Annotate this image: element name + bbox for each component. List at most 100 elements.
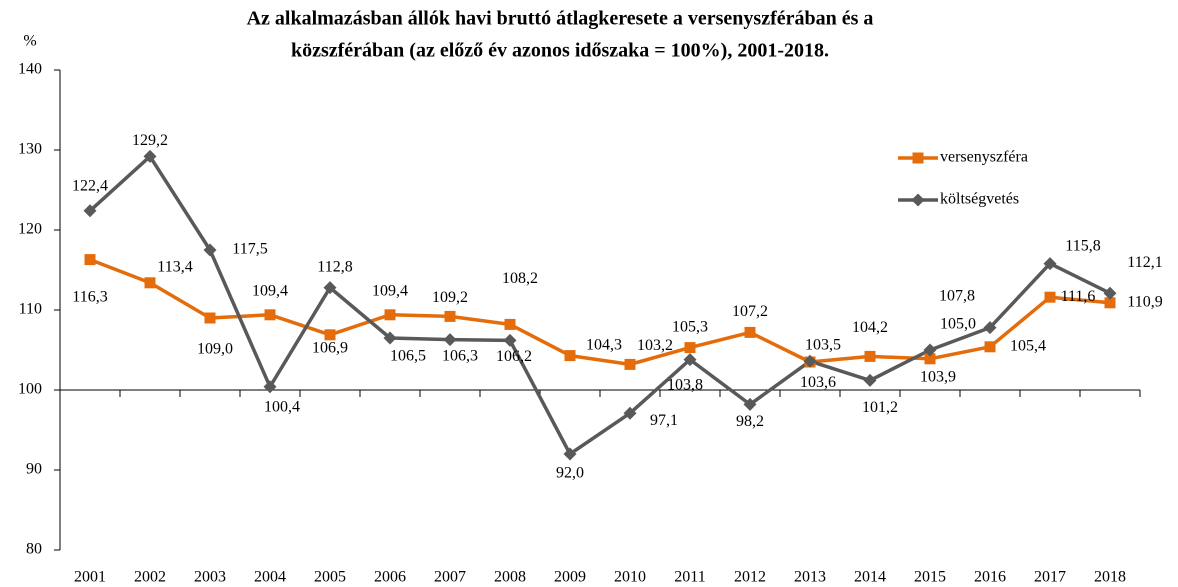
x-tick-label: 2006 — [374, 569, 406, 586]
x-tick-label: 2015 — [914, 569, 946, 586]
marker — [564, 350, 576, 362]
data-label: 109,2 — [432, 289, 468, 306]
data-label: 97,1 — [650, 412, 678, 429]
data-label: 122,4 — [72, 177, 108, 194]
x-tick-label: 2009 — [554, 569, 586, 586]
marker — [803, 354, 817, 368]
x-tick-label: 2001 — [74, 569, 106, 586]
x-tick-label: 2012 — [734, 569, 766, 586]
marker — [1044, 291, 1056, 303]
data-label: 106,5 — [390, 348, 426, 365]
marker — [984, 341, 996, 353]
x-tick-label: 2004 — [254, 569, 286, 586]
data-label: 117,5 — [232, 241, 267, 258]
marker — [203, 243, 217, 257]
marker — [863, 373, 877, 387]
x-tick-label: 2016 — [974, 569, 1006, 586]
x-tick-label: 2013 — [794, 569, 826, 586]
y-tick-label: 90 — [26, 461, 42, 478]
data-label: 105,4 — [1010, 337, 1046, 354]
data-label: 104,2 — [852, 319, 888, 336]
data-label: 116,3 — [72, 288, 107, 305]
marker — [624, 358, 636, 370]
marker — [503, 333, 517, 347]
marker — [923, 343, 937, 357]
marker — [323, 281, 337, 295]
marker — [444, 310, 456, 322]
data-label: 103,5 — [805, 337, 841, 354]
marker — [443, 333, 457, 347]
data-label: 92,0 — [556, 465, 584, 482]
y-tick-label: 130 — [18, 141, 42, 158]
y-tick-label: 140 — [18, 61, 42, 78]
data-label: 112,8 — [317, 258, 352, 275]
data-label: 109,4 — [372, 282, 408, 299]
marker — [264, 309, 276, 321]
chart-title: Az alkalmazásban állók havi bruttó átlag… — [247, 8, 874, 30]
data-label: 104,3 — [586, 336, 622, 353]
data-label: 105,3 — [672, 318, 708, 335]
marker — [924, 353, 936, 365]
marker — [1104, 297, 1116, 309]
series-line — [88, 154, 1111, 456]
marker — [504, 318, 516, 330]
marker — [684, 342, 696, 354]
data-label: 106,3 — [442, 347, 478, 364]
y-tick-label: 100 — [18, 381, 42, 398]
data-label: 103,8 — [667, 376, 703, 393]
x-tick-label: 2005 — [314, 569, 346, 586]
marker — [143, 149, 157, 163]
x-tick-label: 2003 — [194, 569, 226, 586]
marker — [743, 397, 757, 411]
x-tick-label: 2007 — [434, 569, 466, 586]
data-label: 113,4 — [157, 258, 192, 275]
y-tick-label: 80 — [26, 541, 42, 558]
data-label: 129,2 — [132, 132, 168, 149]
data-label: 98,2 — [736, 413, 764, 430]
marker — [263, 380, 277, 394]
data-label: 103,6 — [800, 374, 836, 391]
x-tick-label: 2014 — [854, 569, 886, 586]
data-label: 101,2 — [862, 399, 898, 416]
x-tick-label: 2010 — [614, 569, 646, 586]
marker — [683, 353, 697, 367]
series-line — [89, 257, 1111, 367]
data-label: 105,0 — [940, 316, 976, 333]
marker — [983, 321, 997, 335]
data-label: 111,6 — [1061, 288, 1096, 305]
legend-label: versenyszféra — [940, 149, 1028, 166]
marker — [84, 254, 96, 266]
marker — [912, 152, 924, 164]
x-tick-label: 2011 — [674, 569, 705, 586]
marker — [144, 277, 156, 289]
marker — [324, 329, 336, 341]
data-label: 109,4 — [252, 282, 288, 299]
marker — [911, 193, 925, 207]
y-tick-label: 110 — [19, 301, 42, 318]
chart-title: közszférában (az előző év azonos időszak… — [291, 40, 829, 62]
marker — [383, 331, 397, 345]
marker — [1043, 257, 1057, 271]
marker — [384, 309, 396, 321]
y-tick-label: 120 — [18, 221, 42, 238]
legend-label: költségvetés — [940, 191, 1019, 208]
marker — [204, 312, 216, 324]
marker — [864, 350, 876, 362]
data-label: 109,0 — [197, 341, 233, 358]
marker — [623, 406, 637, 420]
marker — [563, 447, 577, 461]
x-tick-label: 2018 — [1094, 569, 1126, 586]
x-tick-label: 2017 — [1034, 569, 1066, 586]
y-axis-label: % — [23, 33, 36, 50]
data-label: 103,2 — [637, 337, 673, 354]
data-label: 115,8 — [1065, 237, 1100, 254]
x-tick-label: 2008 — [494, 569, 526, 586]
marker — [83, 204, 97, 218]
data-label: 112,1 — [1127, 254, 1162, 271]
marker — [744, 326, 756, 338]
data-label: 107,2 — [732, 303, 768, 320]
x-tick-label: 2002 — [134, 569, 166, 586]
data-label: 107,8 — [939, 287, 975, 304]
data-label: 106,9 — [312, 339, 348, 356]
